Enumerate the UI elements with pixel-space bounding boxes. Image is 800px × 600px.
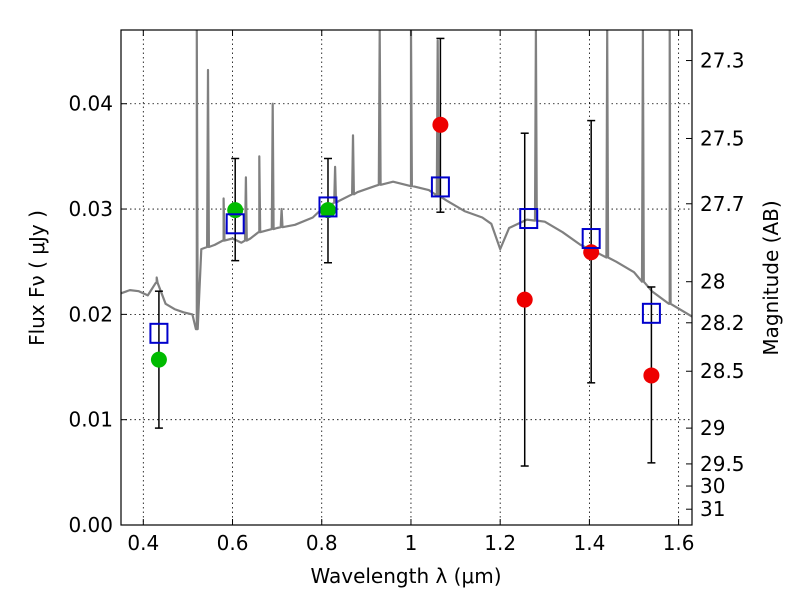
sed-model-spectrum [121,30,692,331]
y-tick-label: 0.01 [68,408,113,432]
y-tick-label: 0.00 [68,513,113,537]
mag-tick-label: 29.5 [700,452,745,476]
y-tick-label: 0.04 [68,92,113,116]
observed-points [150,116,660,384]
sed-spectrum-line [121,30,692,331]
model-point [318,196,338,218]
x-axis-label: Wavelength λ (μm) [310,564,501,588]
error-bars [154,37,656,467]
x-tick-label: 1.4 [573,531,605,555]
y-axis-label: Flux Fν ( μJy ) [25,210,49,346]
x-tick-label: 1.2 [484,531,516,555]
observed-point [227,202,244,219]
mag-tick-label: 27.3 [700,49,745,73]
model-photometry-points [149,176,661,344]
observed-point [150,351,167,368]
observed-point [432,116,449,133]
model-point [581,228,601,250]
model-point [519,208,539,230]
x-tick-label: 0.8 [306,531,338,555]
model-point [149,322,169,344]
model-point [430,176,450,198]
observed-point [516,291,533,308]
mag-tick-label: 28.5 [700,359,745,383]
x-tick-label: 0.6 [217,531,249,555]
mag-tick-label: 27.5 [700,126,745,150]
y2-axis-label: Magnitude (AB) [759,200,783,355]
mag-tick-label: 27.7 [700,192,745,216]
mag-tick-label: 28 [700,270,725,294]
x-tick-label: 0.4 [127,531,159,555]
plot-frame [120,29,693,526]
mag-tick-label: 29 [700,416,725,440]
observed-point [319,202,336,219]
axis-ticks: 0.4 0.6 0.8 1 1.2 1.4 1.6 0.00 0.01 0.02 0.03 0.04 2… [68,30,745,555]
mag-tick-label: 28.2 [700,311,745,335]
x-tick-label: 1 [405,531,418,555]
x-tick-label: 1.6 [663,531,695,555]
mag-tick-label: 31 [700,497,725,521]
observed-point [583,244,600,261]
observed-point [643,367,660,384]
model-point [225,213,245,235]
mag-tick-label: 30 [700,474,725,498]
model-point [641,302,661,324]
y-tick-label: 0.02 [68,302,113,326]
y-tick-label: 0.03 [68,197,113,221]
